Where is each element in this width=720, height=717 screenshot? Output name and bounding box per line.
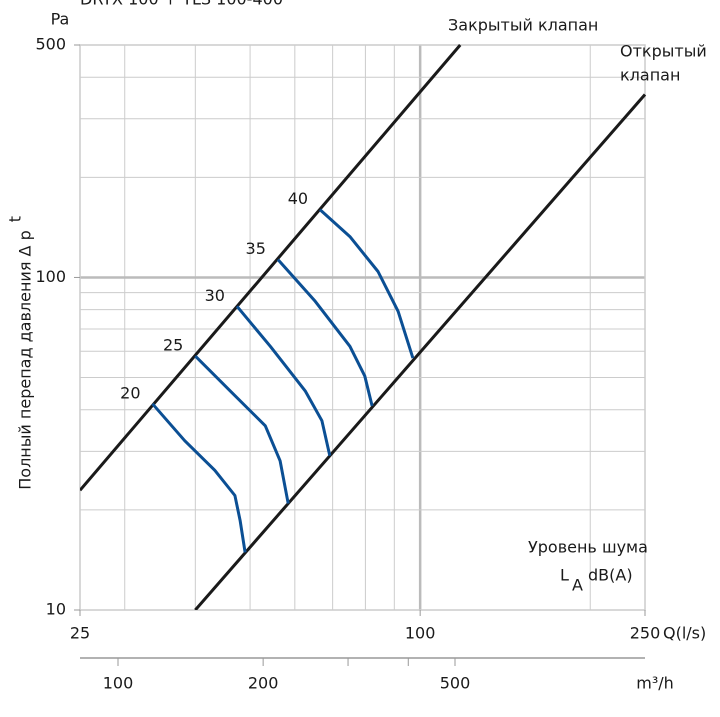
legend-symbol: L — [560, 566, 569, 585]
x-tick-label: 100 — [405, 624, 436, 643]
legend-title: Уровень шума — [528, 538, 648, 557]
y-label: Полный перепад давления Δ p — [16, 230, 35, 489]
x-tick-label: 25 — [70, 624, 90, 643]
series-line — [194, 355, 290, 504]
valve-label: Закрытый клапан — [448, 16, 598, 35]
y-unit: Pa — [51, 10, 70, 29]
series-label: 20 — [120, 383, 140, 402]
series-line — [80, 44, 462, 492]
series-line — [194, 93, 647, 610]
x-tick-label: 250 — [630, 624, 661, 643]
chart-title: DRTX 100 + TLS 100-400 — [80, 0, 283, 9]
legend-sub: A — [572, 576, 583, 595]
y-tick-label: 500 — [35, 35, 66, 54]
series-line — [319, 208, 415, 359]
valve-label: Открытый — [620, 42, 707, 61]
series-label: 30 — [205, 286, 225, 305]
x2-tick-label: 100 — [103, 674, 134, 693]
series-line — [276, 258, 374, 407]
x-unit: Q(l/s) — [663, 624, 706, 643]
x2-unit: m³/h — [636, 674, 674, 693]
y-tick-label: 100 — [35, 267, 66, 286]
series-line — [235, 305, 332, 457]
x2-tick-label: 500 — [440, 674, 471, 693]
y-tick-label: 10 — [46, 600, 66, 619]
series-label: 25 — [163, 336, 183, 355]
series-line — [151, 402, 247, 553]
legend-unit: dB(A) — [588, 566, 633, 585]
plot-frame — [79, 44, 646, 611]
y-label-group: Полный перепад давления Δ p t — [6, 216, 35, 490]
series-label: 35 — [246, 239, 266, 258]
x2-tick-label: 200 — [248, 674, 279, 693]
valve-label: клапан — [620, 66, 680, 85]
y-label-sup: t — [6, 216, 25, 222]
series-label: 40 — [288, 189, 308, 208]
